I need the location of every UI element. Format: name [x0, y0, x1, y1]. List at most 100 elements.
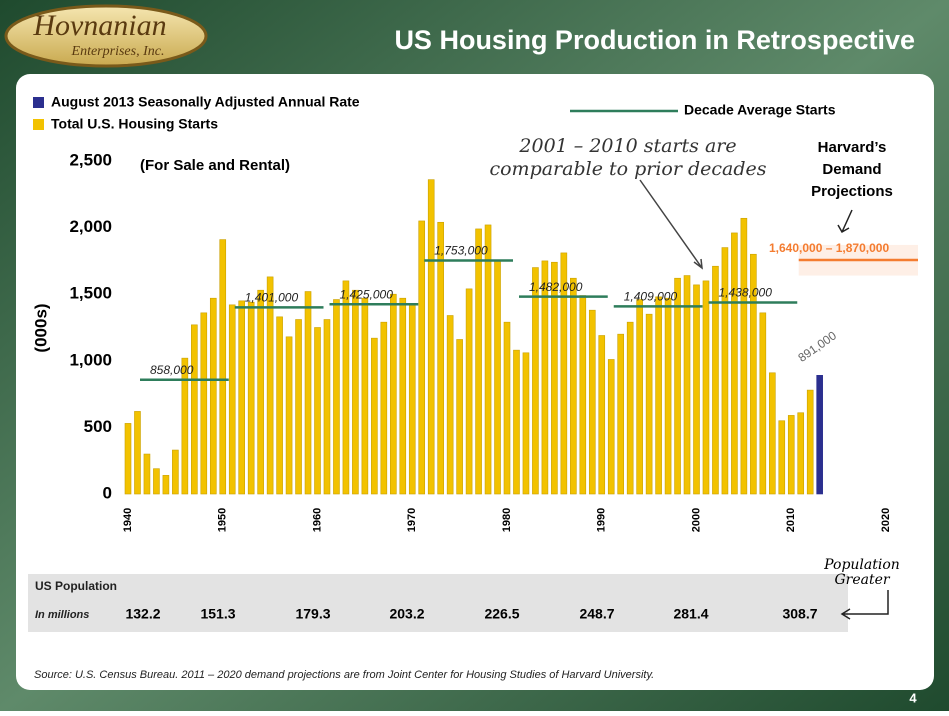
population-arrow	[840, 590, 889, 620]
population-value: 281.4	[673, 606, 708, 622]
population-note: Greater	[834, 572, 890, 588]
bar	[513, 349, 520, 495]
chart-subtitle: (For Sale and Rental)	[140, 157, 290, 174]
bar	[626, 321, 634, 495]
bar	[617, 333, 625, 495]
bar	[588, 309, 596, 495]
population-value: 179.3	[295, 606, 330, 622]
bar	[484, 224, 492, 495]
bar	[389, 293, 397, 495]
note-arrow	[639, 179, 703, 270]
bar	[456, 339, 463, 495]
bar	[655, 296, 662, 495]
bar	[304, 291, 312, 495]
projection-title: Demand	[822, 161, 881, 178]
bar	[607, 359, 615, 495]
source: Source: U.S. Census Bureau. 2011 – 2020 …	[34, 669, 654, 681]
bar	[295, 319, 302, 495]
bar	[570, 277, 577, 495]
bar	[124, 423, 132, 495]
y-tick-label: 1,500	[69, 284, 112, 303]
projection-title: Harvard’s	[818, 139, 887, 156]
note: 2001 – 2010 starts are	[518, 135, 736, 157]
logo-text: Hovnanian	[32, 9, 166, 42]
bar	[740, 217, 748, 495]
bar	[238, 300, 245, 495]
bar	[143, 453, 151, 495]
bar	[494, 260, 501, 495]
population-value: 226.5	[484, 606, 519, 622]
bar	[418, 220, 426, 495]
decade-average-label: 1,482,000	[529, 280, 583, 294]
bar	[276, 316, 283, 495]
bar	[806, 389, 814, 495]
y-tick-label: 2,500	[69, 150, 112, 169]
x-tick-label: 2010	[785, 508, 797, 532]
x-tick-label: 1950	[217, 508, 229, 532]
decade-average-label: 1,425,000	[340, 287, 394, 301]
bar	[759, 312, 767, 495]
y-tick-label: 2,000	[69, 217, 112, 236]
population-title: US Population	[35, 579, 117, 593]
population-value: 203.2	[389, 606, 424, 622]
bar	[797, 412, 805, 495]
bar	[664, 297, 672, 495]
bar	[683, 275, 691, 495]
bar	[598, 335, 606, 495]
bar	[228, 304, 236, 495]
bar	[446, 315, 454, 495]
legend-swatch	[33, 119, 44, 130]
legend-label: August 2013 Seasonally Adjusted Annual R…	[51, 94, 360, 110]
bar	[503, 321, 511, 495]
population-band	[28, 574, 848, 632]
bar	[162, 475, 170, 495]
bar	[333, 299, 340, 495]
bar	[427, 179, 435, 495]
bar	[380, 321, 388, 495]
y-tick-label: 500	[84, 417, 112, 436]
bar	[551, 261, 558, 495]
x-tick-label: 2020	[880, 508, 892, 532]
bar	[579, 295, 587, 495]
bar	[693, 284, 700, 495]
x-tick-label: 1990	[596, 508, 608, 532]
bar	[399, 297, 407, 495]
bar	[465, 288, 473, 495]
bar	[541, 260, 549, 495]
population-note: Population	[823, 557, 900, 573]
legend-label: Decade Average Starts	[684, 102, 836, 118]
note: comparable to prior decades	[489, 158, 766, 180]
y-tick-label: 0	[103, 483, 112, 502]
bar	[247, 301, 255, 495]
y-tick-label: 1,000	[69, 350, 112, 369]
y-axis-label: (000s)	[31, 303, 50, 352]
population-value: 308.7	[782, 606, 817, 622]
decade-average-label: 1,409,000	[624, 289, 678, 303]
bar	[257, 289, 264, 495]
x-tick-label: 1940	[122, 508, 134, 532]
bar	[645, 313, 653, 495]
bar	[437, 221, 444, 495]
bar	[314, 327, 321, 495]
bar	[153, 468, 160, 495]
bar	[209, 297, 217, 495]
projection-label: 1,640,000 – 1,870,000	[769, 241, 889, 255]
bar	[191, 324, 198, 495]
bar	[787, 415, 795, 495]
bar	[475, 228, 482, 495]
bar	[408, 303, 416, 495]
x-tick-label: 1970	[406, 508, 418, 532]
bar	[816, 375, 823, 495]
bar	[352, 289, 359, 495]
bar	[712, 265, 719, 495]
projection-arrow	[837, 209, 853, 234]
bar	[560, 252, 568, 495]
x-tick-label: 1980	[501, 508, 513, 532]
decade-average-label: 1,401,000	[245, 291, 299, 305]
bar	[532, 267, 539, 495]
bar	[361, 297, 369, 495]
bar	[731, 232, 738, 495]
projection-title: Projections	[811, 183, 893, 200]
